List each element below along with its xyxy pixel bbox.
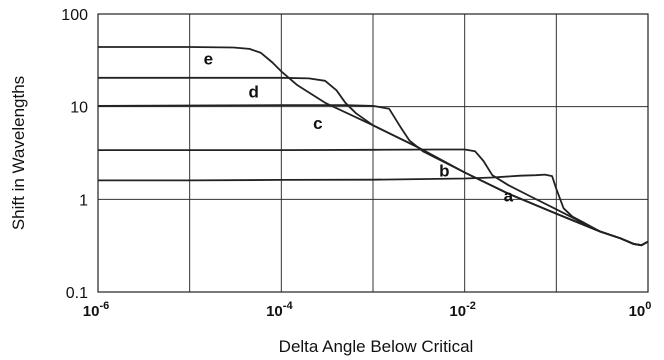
y-axis-label: Shift in Wavelengths <box>9 76 28 230</box>
series-label-b: b <box>439 161 449 180</box>
x-tick-base: 10 <box>629 303 646 320</box>
x-tick-exponent: 0 <box>645 300 651 312</box>
x-tick-base: 10 <box>266 303 283 320</box>
y-tick-label: 1 <box>79 192 88 209</box>
y-tick-label: 100 <box>61 7 88 24</box>
x-axis-ticks: 10-6 10-4 10-2 100 <box>83 300 652 320</box>
series-label-a: a <box>504 186 514 205</box>
x-tick-exponent: -6 <box>99 300 109 312</box>
x-tick-label: 10-4 <box>266 300 293 320</box>
x-tick-label: 10-6 <box>83 300 109 320</box>
series-label-d: d <box>249 83 259 102</box>
y-tick-label: 0.1 <box>66 285 88 302</box>
curve-labels: a b c d e <box>204 50 514 206</box>
series-label-c: c <box>313 114 322 133</box>
y-tick-label: 10 <box>70 100 88 117</box>
series-label-e: e <box>204 50 213 69</box>
curves <box>97 46 649 247</box>
grid <box>97 13 649 293</box>
y-axis-ticks: 0.1 1 10 100 <box>61 7 88 302</box>
plot-frame <box>97 13 649 293</box>
x-axis-label: Delta Angle Below Critical <box>279 337 474 356</box>
x-tick-exponent: -2 <box>466 300 476 312</box>
series-line-e <box>98 46 649 247</box>
x-tick-label: 100 <box>629 300 652 320</box>
x-tick-label: 10-2 <box>449 300 475 320</box>
x-tick-base: 10 <box>449 303 466 320</box>
x-tick-exponent: -4 <box>283 300 294 312</box>
x-tick-base: 10 <box>83 303 100 320</box>
